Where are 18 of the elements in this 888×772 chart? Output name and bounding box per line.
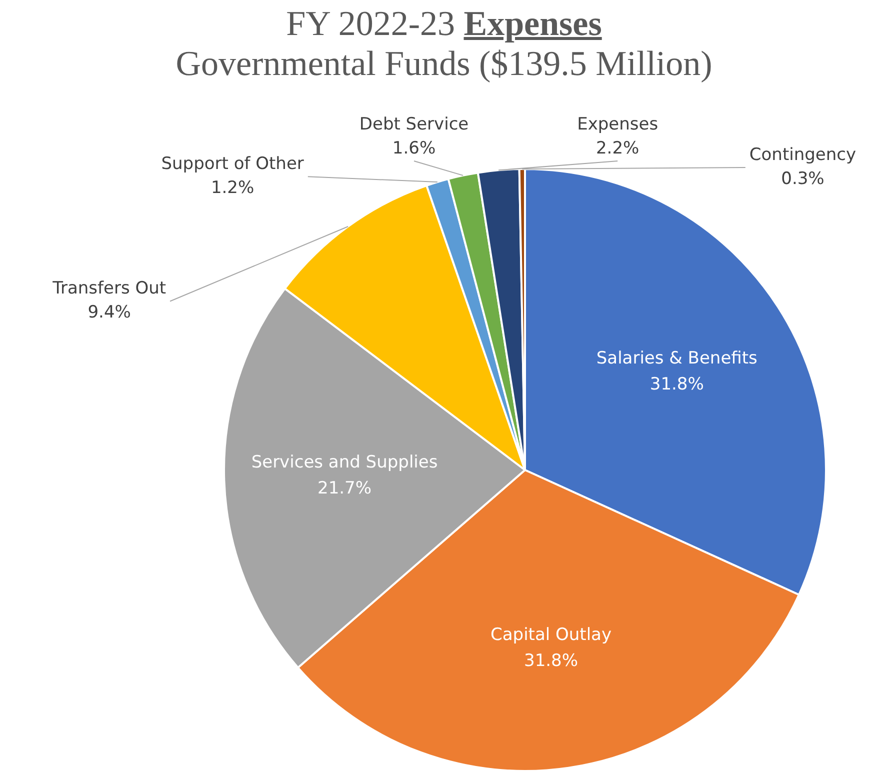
slice-label: Expenses <box>577 114 658 134</box>
data-label: 1.6% <box>392 138 436 158</box>
chart-subtitle: Governmental Funds ($139.5 Million) <box>174 44 714 84</box>
data-label: 9.4% <box>88 302 131 323</box>
data-label: 21.7% <box>318 478 372 499</box>
data-label: 2.2% <box>596 138 640 158</box>
chart-title: FY 2022-23 Expenses <box>286 4 602 43</box>
slice-label: Debt Service <box>359 114 469 134</box>
slice-label: Support of Other <box>161 154 304 174</box>
slice-label: Services and Supplies <box>251 452 438 473</box>
slice-label: Salaries & Benefits <box>596 348 758 369</box>
data-label: 1.2% <box>210 178 254 198</box>
data-label: 31.8% <box>650 374 704 395</box>
slice-label: Transfers Out <box>52 278 166 299</box>
data-label: 31.8% <box>524 651 578 672</box>
slice-label: Contingency <box>749 144 856 165</box>
data-label: 0.3% <box>781 168 824 189</box>
slice-label: Capital Outlay <box>490 625 612 646</box>
